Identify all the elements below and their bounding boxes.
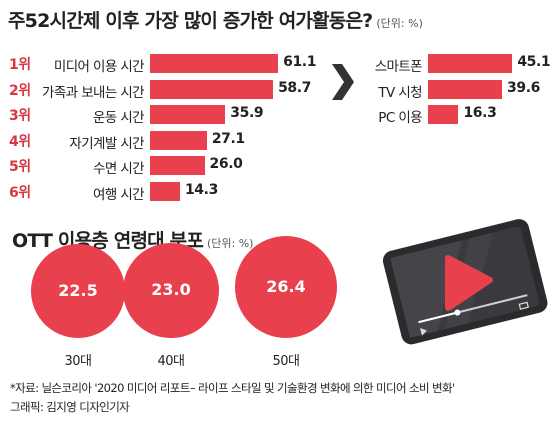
bar <box>150 79 274 99</box>
age-group-label: 40대 <box>157 354 185 369</box>
age-group-label: 30대 <box>64 354 92 369</box>
bubble <box>123 242 219 338</box>
value-label: 45.1 <box>517 54 551 70</box>
category-label: 여행 시간 <box>93 187 145 203</box>
bubble-value-label: 23.0 <box>151 280 191 300</box>
category-label: 미디어 이용 시간 <box>53 59 145 75</box>
ott-title-text: OTT 이용층 연령대 분포 <box>12 230 204 252</box>
bar <box>150 130 207 150</box>
category-label: 스마트폰 <box>374 59 423 75</box>
bar <box>428 79 503 99</box>
bubble <box>30 243 126 338</box>
credit-note: 그래픽: 김지영 디자인기자 <box>10 400 130 414</box>
media-usage-chart: 스마트폰 45.1 TV 시청 39.6 PC 이용 16.3 <box>0 0 560 210</box>
category-label: PC 이용 <box>378 110 422 127</box>
bar <box>150 54 279 73</box>
category-label: 자기계발 시간 <box>69 135 144 152</box>
source-note: *자료: 닐슨코리아 '2020 미디어 리포트– 라이프 스타일 및 기술환경… <box>10 381 455 395</box>
bubble-value-label: 22.5 <box>58 280 98 300</box>
rank-label: 1위 <box>9 57 31 73</box>
value-label: 27.1 <box>211 130 245 147</box>
ott-unit: (단위: %) <box>207 237 254 250</box>
value-label: 14.3 <box>184 182 218 198</box>
age-group-label: 50대 <box>272 354 300 369</box>
rank-label: 2위 <box>9 82 31 99</box>
value-label: 39.6 <box>507 79 540 96</box>
bar <box>150 182 180 201</box>
category-label: 운동 시간 <box>93 110 145 127</box>
video-player-illustration-icon <box>382 219 548 345</box>
bar <box>428 105 459 125</box>
rank-label: 6위 <box>9 185 31 201</box>
category-label: TV 시청 <box>378 84 422 101</box>
chart-unit: (단위: %) <box>376 17 423 30</box>
bar <box>150 156 205 176</box>
right-chevron-arrow-icon <box>332 64 354 100</box>
chart-title-text: 주52시간제 이후 가장 많이 증가한 여가활동은? <box>8 10 373 32</box>
value-label: 35.9 <box>230 105 264 122</box>
category-label: 수면 시간 <box>93 161 145 178</box>
leisure-ranking-chart: 1위 미디어 이용 시간 61.1 2위 가족과 보내는 시간 58.7 3위 운동 시간 35… <box>0 0 560 210</box>
value-label: 61.1 <box>283 54 317 70</box>
rank-label: 4위 <box>9 133 31 150</box>
value-label: 58.7 <box>278 79 312 96</box>
rank-label: 3위 <box>9 108 31 125</box>
bar <box>150 105 226 125</box>
chart-title: 주52시간제 이후 가장 많이 증가한 여가활동은? (단위: %) <box>8 6 423 33</box>
bubble-value-label: 26.4 <box>266 277 306 296</box>
value-label: 16.3 <box>463 105 497 122</box>
value-label: 26.0 <box>209 156 243 173</box>
ott-section-title: OTT 이용층 연령대 분포 (단위: %) <box>12 226 253 253</box>
bar <box>428 54 513 73</box>
rank-label: 5위 <box>9 159 31 176</box>
category-label: 가족과 보내는 시간 <box>42 84 145 101</box>
